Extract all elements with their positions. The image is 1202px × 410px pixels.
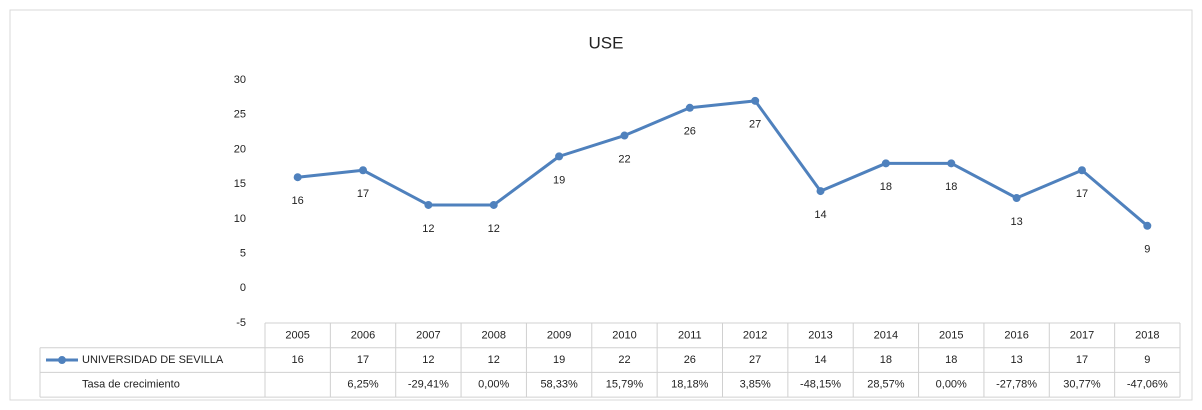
table-cell: 17 xyxy=(357,354,369,366)
table-cell: 12 xyxy=(488,354,500,366)
marker xyxy=(881,159,890,168)
x-tick-label: 2008 xyxy=(482,329,506,341)
data-label: 26 xyxy=(684,126,696,138)
marker xyxy=(751,96,760,105)
y-tick-label: 0 xyxy=(240,282,246,294)
data-label: 18 xyxy=(880,181,892,193)
chart-frame xyxy=(9,9,1193,401)
table-cell: 17 xyxy=(1076,354,1088,366)
x-tick-label: 2006 xyxy=(351,329,375,341)
x-tick-label: 2014 xyxy=(874,329,898,341)
table-cell: 6,25% xyxy=(347,379,378,391)
table-cell: 22 xyxy=(618,354,630,366)
data-label: 12 xyxy=(422,223,434,235)
data-label: 18 xyxy=(945,181,957,193)
table-cell: 13 xyxy=(1010,354,1022,366)
data-label: 14 xyxy=(814,209,826,221)
table-cell: 15,79% xyxy=(606,379,644,391)
data-label: 12 xyxy=(488,223,500,235)
table-cell: -29,41% xyxy=(408,379,449,391)
x-tick-label: 2013 xyxy=(808,329,832,341)
x-tick-label: 2016 xyxy=(1004,329,1028,341)
y-tick-label: 10 xyxy=(234,213,246,225)
table-cell: 18,18% xyxy=(671,379,709,391)
table-cell: 12 xyxy=(422,354,434,366)
y-tick-label: 20 xyxy=(234,143,246,155)
chart-title: USE xyxy=(589,33,624,52)
row-label: UNIVERSIDAD DE SEVILLA xyxy=(82,354,224,366)
marker xyxy=(489,200,498,209)
marker xyxy=(1143,221,1152,230)
data-label: 27 xyxy=(749,119,761,131)
table-cell: -27,78% xyxy=(996,379,1037,391)
marker xyxy=(1077,166,1086,175)
marker xyxy=(947,159,956,168)
x-tick-label: 2017 xyxy=(1070,329,1094,341)
table-cell: 19 xyxy=(553,354,565,366)
x-tick-label: 2010 xyxy=(612,329,636,341)
table-cell: 26 xyxy=(684,354,696,366)
marker xyxy=(555,152,564,161)
table-cell: 14 xyxy=(814,354,826,366)
table-cell: 0,00% xyxy=(478,379,509,391)
table-cell: 18 xyxy=(880,354,892,366)
row-label: Tasa de crecimiento xyxy=(82,379,180,391)
x-tick-label: 2018 xyxy=(1135,329,1159,341)
x-tick-label: 2009 xyxy=(547,329,571,341)
marker xyxy=(1012,194,1021,203)
x-tick-label: 2012 xyxy=(743,329,767,341)
marker xyxy=(293,173,302,182)
table-cell: 28,57% xyxy=(867,379,905,391)
marker xyxy=(620,131,629,140)
y-tick-label: 5 xyxy=(240,247,246,259)
y-tick-label: 15 xyxy=(234,178,246,190)
table-cell: 16 xyxy=(292,354,304,366)
data-label: 17 xyxy=(357,188,369,200)
y-tick-label: 25 xyxy=(234,109,246,121)
table-cell: -47,06% xyxy=(1127,379,1168,391)
table-cell: 9 xyxy=(1144,354,1150,366)
table-cell: 27 xyxy=(749,354,761,366)
table-cell: -48,15% xyxy=(800,379,841,391)
data-label: 16 xyxy=(292,195,304,207)
marker xyxy=(816,187,825,196)
legend-key xyxy=(58,356,66,365)
x-tick-label: 2005 xyxy=(285,329,309,341)
data-label: 17 xyxy=(1076,188,1088,200)
table-cell: 0,00% xyxy=(936,379,967,391)
table-cell: 30,77% xyxy=(1063,379,1101,391)
data-label: 13 xyxy=(1010,216,1022,228)
marker xyxy=(359,166,368,175)
data-label: 19 xyxy=(553,174,565,186)
table-cell: 3,85% xyxy=(740,379,771,391)
x-tick-label: 2011 xyxy=(678,329,702,341)
table-cell: 18 xyxy=(945,354,957,366)
data-label: 22 xyxy=(618,153,630,165)
line xyxy=(297,99,1149,227)
y-tick-label: 30 xyxy=(234,74,246,86)
data-label: 9 xyxy=(1144,244,1150,256)
table-cell: 58,33% xyxy=(540,379,578,391)
marker xyxy=(424,200,433,209)
y-tick-label: -5 xyxy=(236,317,246,329)
x-tick-label: 2015 xyxy=(939,329,963,341)
x-tick-label: 2007 xyxy=(416,329,440,341)
marker xyxy=(685,103,694,112)
